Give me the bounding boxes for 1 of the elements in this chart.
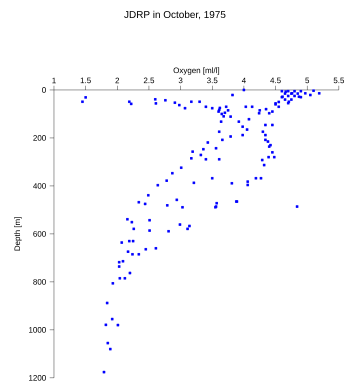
chart-title: JDRP in October, 1975 (124, 10, 226, 20)
